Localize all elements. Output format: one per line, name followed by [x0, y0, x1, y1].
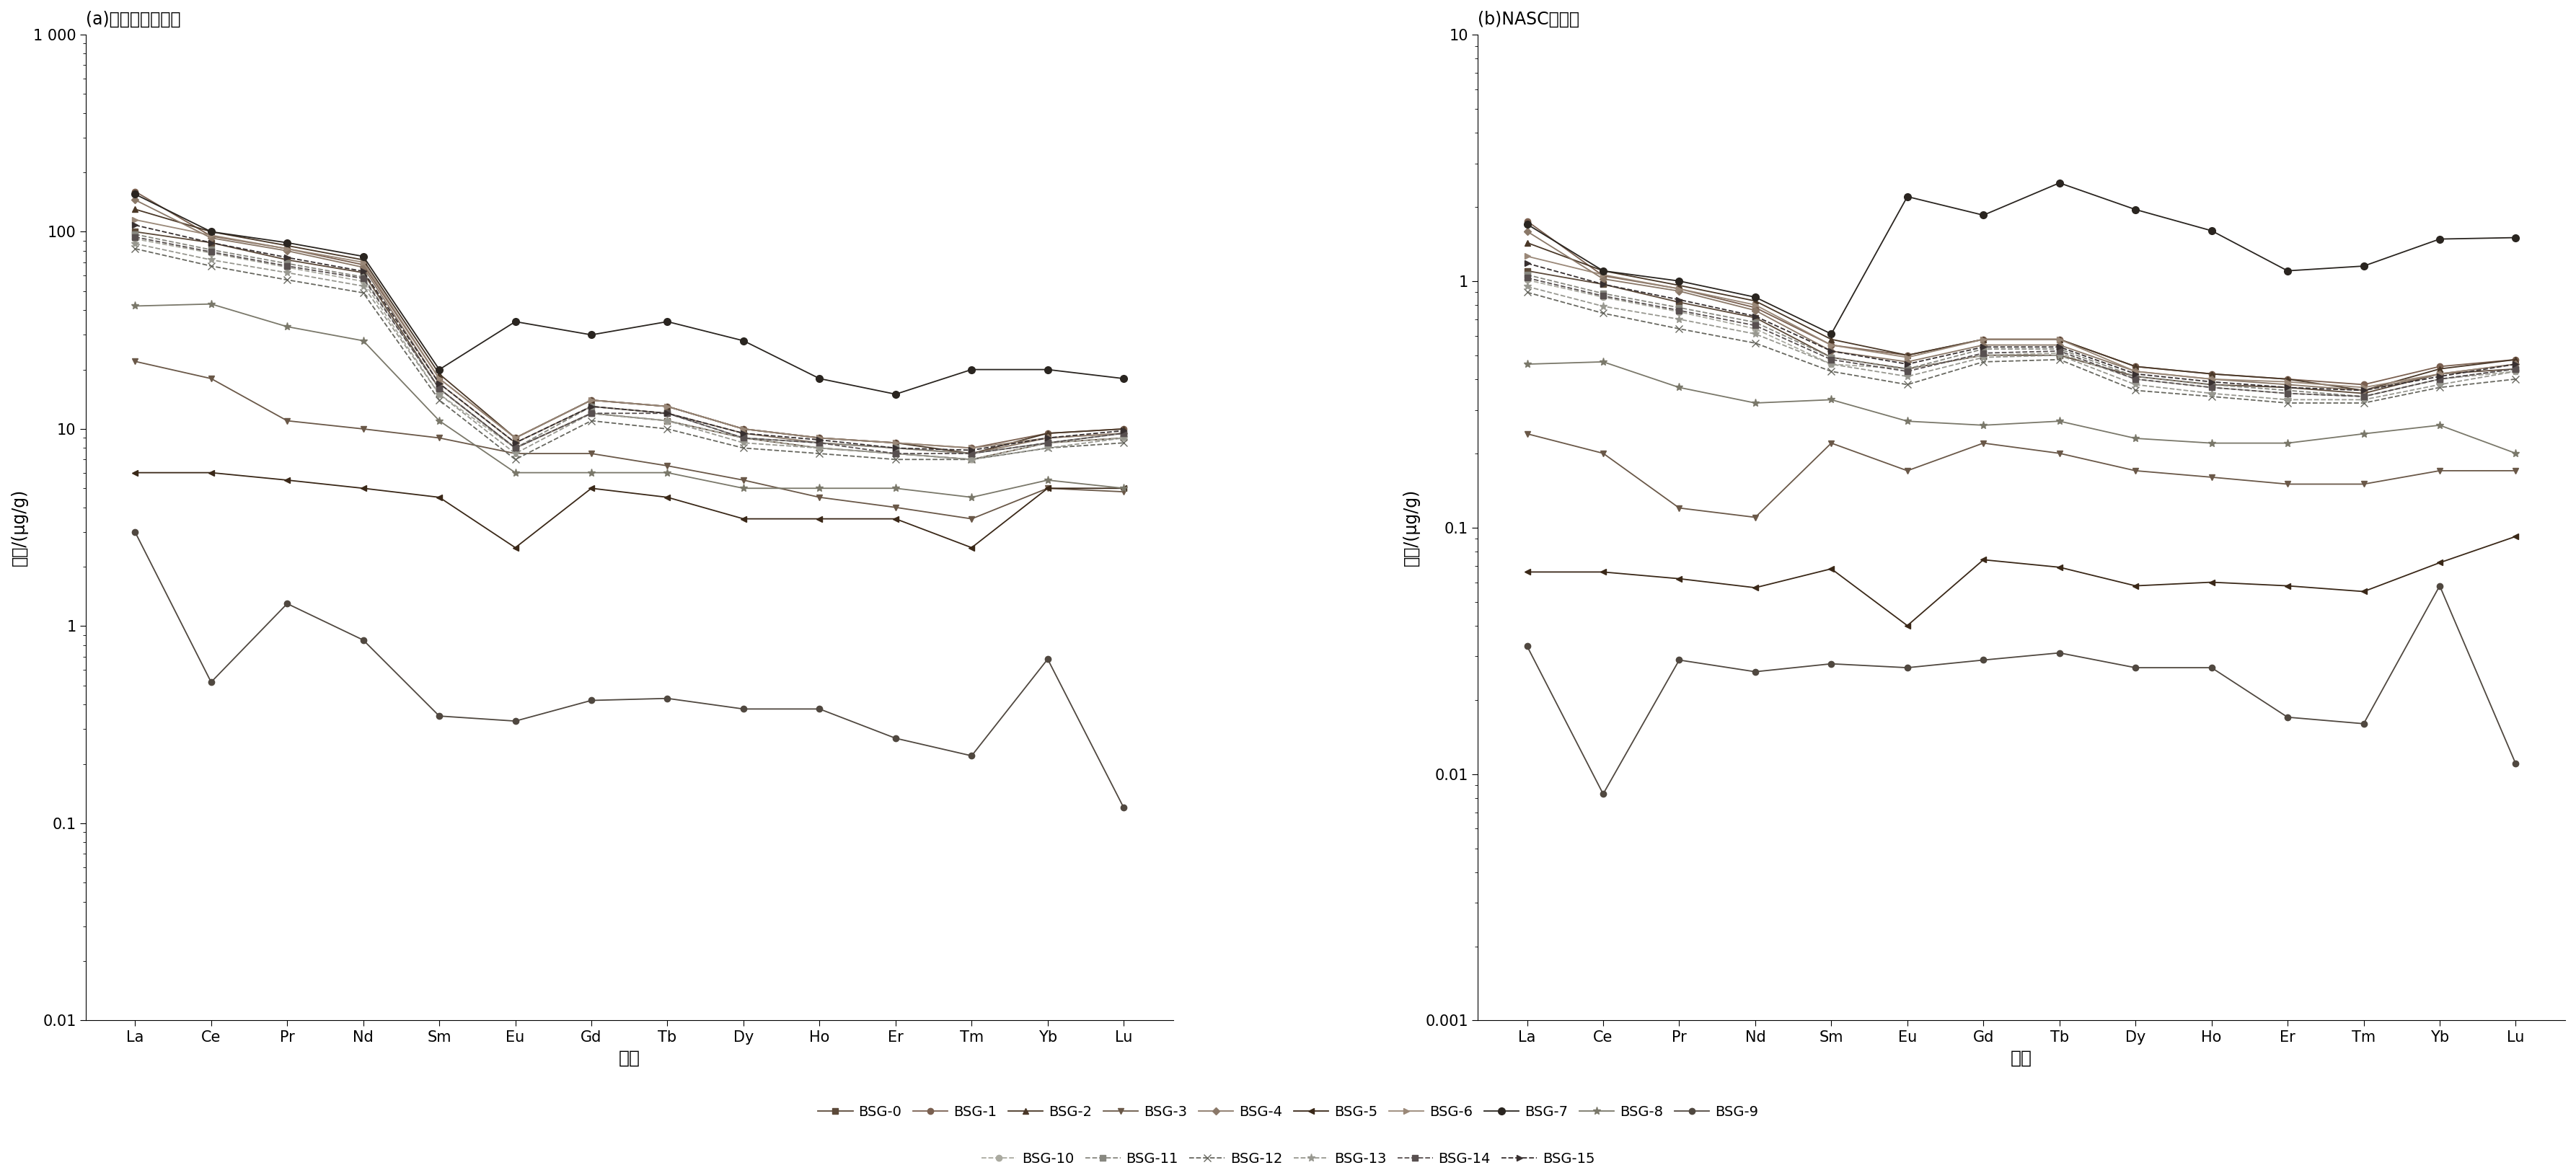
X-axis label: 元素: 元素 — [618, 1050, 641, 1066]
Legend: BSG-10, BSG-11, BSG-12, BSG-13, BSG-14, BSG-15: BSG-10, BSG-11, BSG-12, BSG-13, BSG-14, … — [981, 1152, 1595, 1166]
Text: (b)NASC标准化: (b)NASC标准化 — [1479, 11, 1579, 28]
X-axis label: 元素: 元素 — [2012, 1050, 2032, 1066]
Text: (a)球粒陨石标准化: (a)球粒陨石标准化 — [85, 11, 180, 28]
Legend: BSG-0, BSG-1, BSG-2, BSG-3, BSG-4, BSG-5, BSG-6, BSG-7, BSG-8, BSG-9: BSG-0, BSG-1, BSG-2, BSG-3, BSG-4, BSG-5… — [817, 1105, 1759, 1119]
Y-axis label: 丰度/(μg/g): 丰度/(μg/g) — [1404, 489, 1419, 567]
Y-axis label: 丰度/(μg/g): 丰度/(μg/g) — [10, 489, 28, 567]
